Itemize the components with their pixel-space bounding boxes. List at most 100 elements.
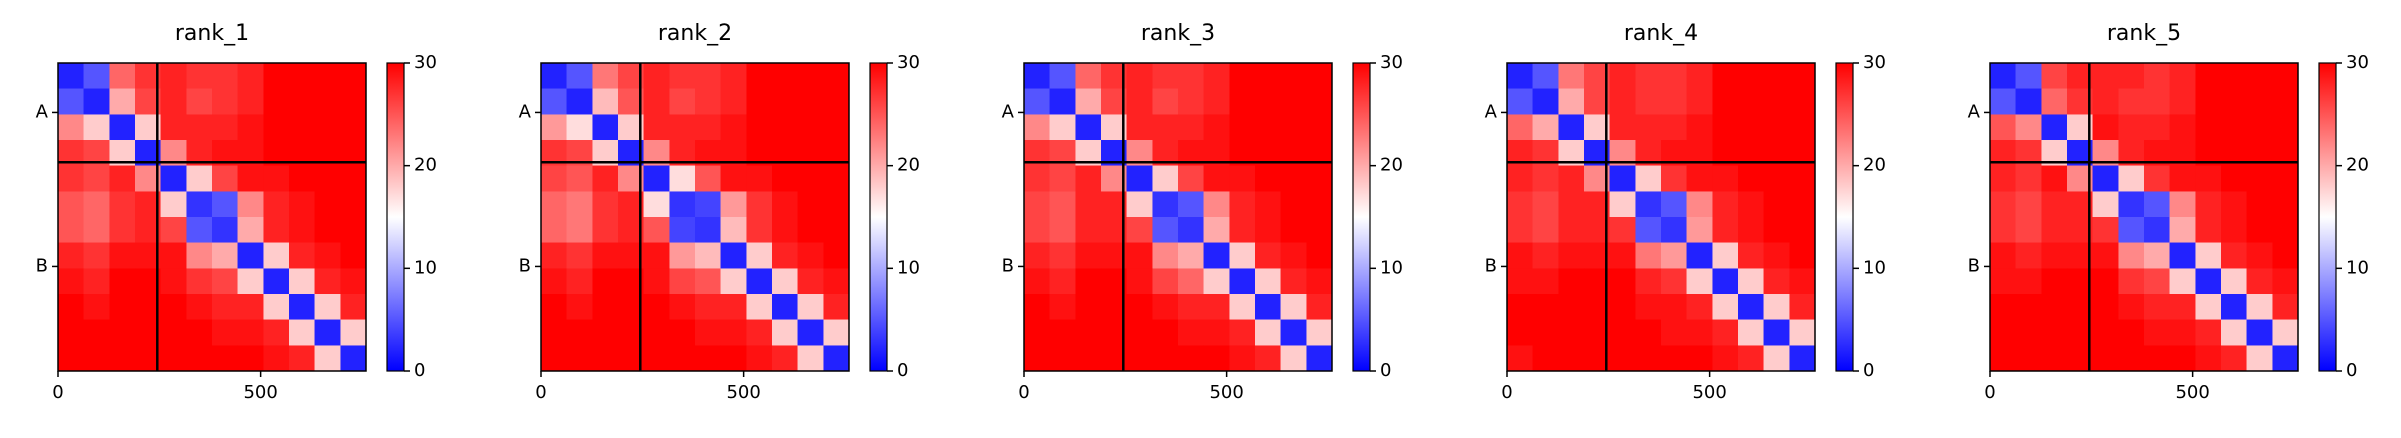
heat-cell xyxy=(566,88,593,115)
heat-cell xyxy=(695,319,722,346)
heat-cell xyxy=(1280,294,1307,321)
heat-cell xyxy=(772,294,799,321)
heat-cell xyxy=(2041,268,2068,295)
heat-cell xyxy=(1661,165,1688,192)
heat-cell xyxy=(2144,165,2171,192)
x-tick-label: 0 xyxy=(52,382,63,403)
heat-cell xyxy=(314,294,341,321)
heat-cell xyxy=(643,191,670,218)
x-tick-label: 0 xyxy=(1018,382,1029,403)
heat-cell xyxy=(58,165,85,192)
heat-cell xyxy=(160,165,187,192)
heat-cell xyxy=(1635,88,1662,115)
heat-cell xyxy=(1635,191,1662,218)
heat-cell xyxy=(2169,88,2196,115)
heat-cell xyxy=(1152,319,1179,346)
heat-cell xyxy=(1789,63,1816,90)
heat-cell xyxy=(212,114,239,141)
heat-cell xyxy=(2169,268,2196,295)
heat-cell xyxy=(237,268,264,295)
heat-cell xyxy=(823,345,850,372)
panel-title: rank_1 xyxy=(175,21,249,46)
heat-cell xyxy=(541,63,568,90)
heat-cell xyxy=(289,114,316,141)
heat-cell xyxy=(340,217,367,244)
heat-cell xyxy=(1126,165,1153,192)
heat-cell xyxy=(212,345,239,372)
heat-cell xyxy=(566,114,593,141)
heat-cell xyxy=(1686,191,1713,218)
heat-cell xyxy=(1661,88,1688,115)
colorbar-tick-label: 0 xyxy=(414,360,425,381)
heat-cell xyxy=(1306,294,1333,321)
y-tick-label: A xyxy=(1002,101,1015,122)
heat-cell xyxy=(720,268,747,295)
heat-cell xyxy=(2221,191,2248,218)
heat-cell xyxy=(186,191,213,218)
heat-cell xyxy=(2092,165,2119,192)
heat-cell xyxy=(1255,114,1282,141)
heat-cell xyxy=(1763,63,1790,90)
heat-cell xyxy=(109,63,136,90)
heat-cell xyxy=(2118,114,2145,141)
heat-cell xyxy=(772,268,799,295)
heat-cell xyxy=(2041,114,2068,141)
heat-cell xyxy=(1178,191,1205,218)
heat-cell xyxy=(1152,88,1179,115)
heat-cell xyxy=(340,165,367,192)
heat-cell xyxy=(1024,114,1051,141)
heat-cell xyxy=(1789,217,1816,244)
heat-cell xyxy=(2144,242,2171,269)
heat-cell xyxy=(2144,268,2171,295)
heat-cell xyxy=(566,319,593,346)
colorbar-tick-label: 30 xyxy=(1863,52,1886,73)
heat-cell xyxy=(669,268,696,295)
y-tick-label: B xyxy=(1002,255,1014,276)
heat-cell xyxy=(2092,319,2119,346)
heat-cell xyxy=(1280,63,1307,90)
heat-cell xyxy=(83,63,110,90)
heat-cell xyxy=(237,88,264,115)
heat-cell xyxy=(1075,114,1102,141)
heat-cell xyxy=(1712,345,1739,372)
heat-cell xyxy=(669,217,696,244)
heat-cell xyxy=(212,165,239,192)
heat-cell xyxy=(1686,345,1713,372)
heat-cell xyxy=(1609,63,1636,90)
heat-cell xyxy=(823,217,850,244)
heat-cell xyxy=(1024,165,1051,192)
heat-cell xyxy=(2246,165,2273,192)
heat-cell xyxy=(58,114,85,141)
heat-cell xyxy=(1306,114,1333,141)
heat-cell xyxy=(1609,217,1636,244)
heat-cell xyxy=(1532,217,1559,244)
heat-cell xyxy=(746,319,773,346)
heat-cell xyxy=(1229,165,1256,192)
heat-cell xyxy=(2272,294,2299,321)
heat-cell xyxy=(2144,319,2171,346)
heat-cell xyxy=(1306,165,1333,192)
heat-cell xyxy=(1024,63,1051,90)
heat-cell xyxy=(186,345,213,372)
heat-cell xyxy=(160,88,187,115)
panel-title: rank_4 xyxy=(1624,21,1698,46)
heat-cell xyxy=(2246,217,2273,244)
colorbar-tick-label: 20 xyxy=(414,155,437,176)
heat-cell xyxy=(1280,319,1307,346)
heat-cell xyxy=(1178,88,1205,115)
heat-cell xyxy=(1712,165,1739,192)
heat-cell xyxy=(2246,294,2273,321)
heat-cell xyxy=(823,319,850,346)
heat-cell xyxy=(772,242,799,269)
heat-cell xyxy=(1049,217,1076,244)
heat-cell xyxy=(1178,242,1205,269)
heat-cell xyxy=(1229,217,1256,244)
heat-cell xyxy=(643,294,670,321)
heat-cell xyxy=(160,114,187,141)
heat-cell xyxy=(2246,242,2273,269)
heat-cell xyxy=(2015,191,2042,218)
heat-cell xyxy=(566,217,593,244)
heat-cell xyxy=(2118,217,2145,244)
y-tick-label: A xyxy=(36,101,49,122)
heat-cell xyxy=(2221,294,2248,321)
